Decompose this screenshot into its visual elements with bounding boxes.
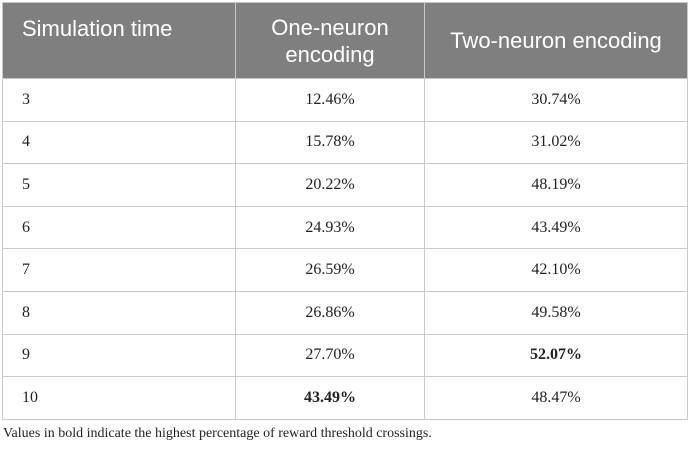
- table-row: 9 27.70% 52.07%: [2, 333, 688, 378]
- cell-simulation-time: 10: [2, 376, 236, 420]
- header-one-neuron-encoding: One-neuron encoding: [235, 2, 425, 79]
- cell-two-neuron-value: 43.49%: [424, 205, 688, 250]
- cell-one-neuron-value: 26.86%: [235, 290, 425, 335]
- cell-simulation-time: 5: [2, 163, 236, 207]
- cell-one-neuron-value: 24.93%: [235, 205, 425, 250]
- table-row: 6 24.93% 43.49%: [2, 205, 688, 250]
- cell-one-neuron-value: 15.78%: [235, 120, 425, 165]
- cell-two-neuron-value: 49.58%: [424, 290, 688, 335]
- cell-one-neuron-value: 43.49%: [235, 376, 425, 420]
- table-row: 5 20.22% 48.19%: [2, 163, 688, 207]
- results-table: Simulation time One-neuron encoding Two-…: [2, 2, 688, 420]
- table-row: 3 12.46% 30.74%: [2, 78, 688, 122]
- table-row: 10 43.49% 48.47%: [2, 376, 688, 420]
- table-header: Simulation time One-neuron encoding Two-…: [2, 2, 688, 79]
- cell-two-neuron-value: 48.19%: [424, 163, 688, 207]
- table-row: 7 26.59% 42.10%: [2, 248, 688, 292]
- table-row: 4 15.78% 31.02%: [2, 120, 688, 165]
- cell-two-neuron-value: 30.74%: [424, 78, 688, 122]
- cell-two-neuron-value: 48.47%: [424, 376, 688, 420]
- table-row: 8 26.86% 49.58%: [2, 290, 688, 335]
- cell-two-neuron-value: 42.10%: [424, 248, 688, 292]
- table-body: 3 12.46% 30.74% 4 15.78% 31.02% 5 20.22% 48.19% 6…: [2, 78, 688, 420]
- cell-two-neuron-value: 52.07%: [424, 333, 688, 378]
- cell-simulation-time: 7: [2, 248, 236, 292]
- cell-simulation-time: 8: [2, 290, 236, 335]
- header-row: Simulation time One-neuron encoding Two-…: [2, 2, 688, 79]
- cell-simulation-time: 4: [2, 120, 236, 165]
- header-two-neuron-encoding: Two-neuron encoding: [424, 2, 688, 79]
- results-table-container: Simulation time One-neuron encoding Two-…: [2, 2, 688, 420]
- cell-simulation-time: 3: [2, 78, 236, 122]
- cell-two-neuron-value: 31.02%: [424, 120, 688, 165]
- cell-one-neuron-value: 12.46%: [235, 78, 425, 122]
- cell-one-neuron-value: 20.22%: [235, 163, 425, 207]
- table-footnote: Values in bold indicate the highest perc…: [3, 426, 432, 441]
- cell-simulation-time: 9: [2, 333, 236, 378]
- cell-simulation-time: 6: [2, 205, 236, 250]
- cell-one-neuron-value: 26.59%: [235, 248, 425, 292]
- header-simulation-time: Simulation time: [2, 2, 236, 79]
- cell-one-neuron-value: 27.70%: [235, 333, 425, 378]
